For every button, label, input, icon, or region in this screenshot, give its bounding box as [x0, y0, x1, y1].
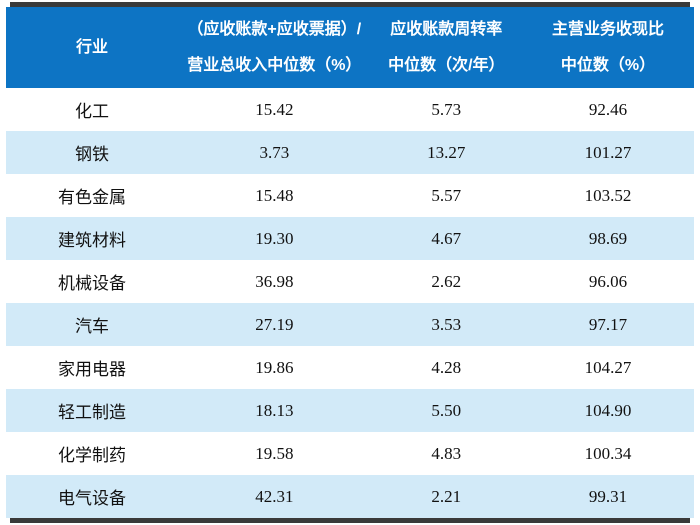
cell-cash-ratio: 96.06	[521, 260, 694, 303]
header-label-line2: 中位数（%）	[560, 56, 656, 74]
table-row: 汽车 27.19 3.53 97.17	[6, 303, 694, 346]
cell-cash-ratio: 99.31	[521, 475, 694, 518]
cell-industry: 化学制药	[6, 432, 178, 475]
cell-industry: 有色金属	[6, 174, 178, 217]
header-label-line1: 主营业务收现比	[551, 20, 664, 38]
header-label-line1: （应收账款+应收票据）/	[187, 20, 362, 38]
cell-turnover: 5.73	[370, 88, 522, 131]
cell-cash-ratio: 97.17	[521, 303, 694, 346]
cell-receivables-ratio: 19.30	[178, 217, 371, 260]
table-bottom-rule	[10, 518, 690, 523]
cell-industry: 机械设备	[6, 260, 178, 303]
cell-turnover: 5.57	[370, 174, 522, 217]
table-body: 化工 15.42 5.73 92.46 钢铁 3.73 13.27 101.27 有色金属 15.…	[6, 88, 694, 518]
cell-receivables-ratio: 19.86	[178, 346, 371, 389]
cell-industry: 化工	[6, 88, 178, 131]
cell-turnover: 2.21	[370, 475, 522, 518]
cell-cash-ratio: 104.90	[521, 389, 694, 432]
industry-receivables-table: 行业 （应收账款+应收票据）/ 营业总收入中位数（%） 应收账款周转率 中位数（…	[6, 7, 694, 518]
cell-industry: 建筑材料	[6, 217, 178, 260]
cell-turnover: 4.83	[370, 432, 522, 475]
header-label-line2: 中位数（次/年）	[388, 56, 505, 74]
table-row: 电气设备 42.31 2.21 99.31	[6, 475, 694, 518]
header-label-line1: 应收账款周转率	[390, 20, 503, 38]
cell-industry: 钢铁	[6, 131, 178, 174]
cell-receivables-ratio: 18.13	[178, 389, 371, 432]
table-row: 家用电器 19.86 4.28 104.27	[6, 346, 694, 389]
table-row: 化学制药 19.58 4.83 100.34	[6, 432, 694, 475]
cell-turnover: 2.62	[370, 260, 522, 303]
col-header-receivables-ratio: （应收账款+应收票据）/ 营业总收入中位数（%）	[178, 7, 371, 88]
cell-industry: 家用电器	[6, 346, 178, 389]
cell-receivables-ratio: 15.42	[178, 88, 371, 131]
cell-turnover: 4.67	[370, 217, 522, 260]
cell-turnover: 3.53	[370, 303, 522, 346]
cell-cash-ratio: 101.27	[521, 131, 694, 174]
table-top-rule	[10, 2, 690, 7]
cell-industry: 轻工制造	[6, 389, 178, 432]
cell-receivables-ratio: 36.98	[178, 260, 371, 303]
cell-cash-ratio: 92.46	[521, 88, 694, 131]
cell-industry: 电气设备	[6, 475, 178, 518]
cell-receivables-ratio: 42.31	[178, 475, 371, 518]
table-header: 行业 （应收账款+应收票据）/ 营业总收入中位数（%） 应收账款周转率 中位数（…	[6, 7, 694, 88]
table-row: 有色金属 15.48 5.57 103.52	[6, 174, 694, 217]
cell-industry: 汽车	[6, 303, 178, 346]
cell-receivables-ratio: 19.58	[178, 432, 371, 475]
cell-turnover: 4.28	[370, 346, 522, 389]
cell-cash-ratio: 100.34	[521, 432, 694, 475]
cell-receivables-ratio: 27.19	[178, 303, 371, 346]
col-header-cash-ratio: 主营业务收现比 中位数（%）	[521, 7, 694, 88]
cell-receivables-ratio: 15.48	[178, 174, 371, 217]
cell-cash-ratio: 104.27	[521, 346, 694, 389]
cell-receivables-ratio: 3.73	[178, 131, 371, 174]
cell-cash-ratio: 98.69	[521, 217, 694, 260]
table-row: 轻工制造 18.13 5.50 104.90	[6, 389, 694, 432]
header-row: 行业 （应收账款+应收票据）/ 营业总收入中位数（%） 应收账款周转率 中位数（…	[6, 7, 694, 88]
cell-turnover: 5.50	[370, 389, 522, 432]
table-row: 化工 15.42 5.73 92.46	[6, 88, 694, 131]
table-row: 钢铁 3.73 13.27 101.27	[6, 131, 694, 174]
col-header-turnover: 应收账款周转率 中位数（次/年）	[370, 7, 522, 88]
cell-turnover: 13.27	[370, 131, 522, 174]
table-row: 机械设备 36.98 2.62 96.06	[6, 260, 694, 303]
cell-cash-ratio: 103.52	[521, 174, 694, 217]
header-label: 行业	[75, 38, 108, 56]
header-label-line2: 营业总收入中位数（%）	[187, 56, 362, 74]
table-row: 建筑材料 19.30 4.67 98.69	[6, 217, 694, 260]
col-header-industry: 行业	[6, 7, 178, 88]
